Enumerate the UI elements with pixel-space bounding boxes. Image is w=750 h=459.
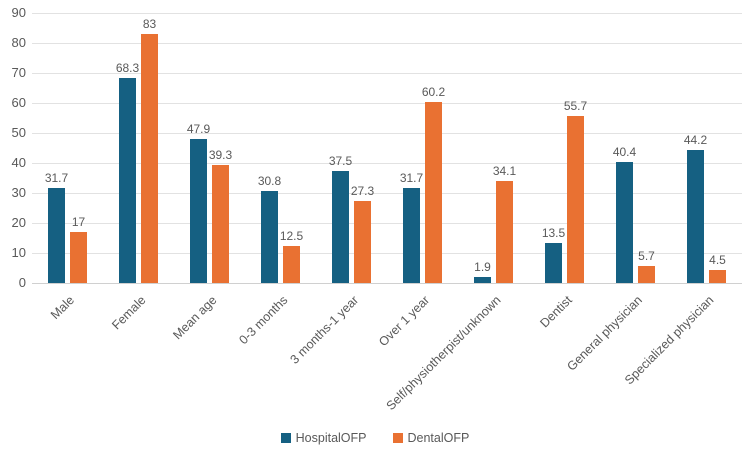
x-axis-label-over-1-year: Over 1 year — [376, 293, 433, 350]
plot-area: 0 10 20 30 40 50 60 70 80 90 31.7 17 Male 68.3 83 Femal… — [12, 6, 742, 413]
data-label-dentalofp-general-physician: 5.7 — [638, 248, 655, 263]
bar-hospitalofp-3-months-1-year: 37.5 — [329, 154, 352, 283]
legend: HospitalOFP DentalOFP — [0, 431, 750, 445]
bar-group-dentist: 13.5 55.7 — [529, 13, 600, 283]
legend-label-hospitalofp: HospitalOFP — [295, 431, 367, 445]
bar-group-self-physiotherpist-unknown: 1.9 34.1 — [458, 13, 529, 283]
data-label-hospitalofp-self-physiotherpist-unknown: 1.9 — [474, 260, 491, 275]
x-axis-label-self-physiotherpist-unknown: Self/physiotherpist/unknown — [383, 293, 504, 413]
data-label-dentalofp-dentist: 55.7 — [563, 98, 588, 113]
bar-hospitalofp-dentist: 13.5 — [542, 226, 565, 283]
bar-group-3-months-1-year: 37.5 27.3 — [316, 13, 387, 283]
bar-group-specialized-physician: 44.2 4.5 — [671, 13, 742, 283]
y-axis-tick-70: 70 — [11, 65, 26, 80]
gridline-y-80 — [32, 42, 742, 44]
gridline-y-60 — [32, 102, 742, 104]
bar-hospitalofp-self-physiotherpist-unknown: 1.9 — [474, 260, 491, 283]
y-axis-tick-0: 0 — [18, 275, 26, 290]
data-label-dentalofp-specialized-physician: 4.5 — [709, 252, 726, 267]
x-axis-label-female: Female — [109, 293, 149, 333]
legend-swatch-dentalofp — [392, 433, 403, 443]
gridline-y-0 — [32, 282, 742, 284]
bar-group-male: 31.7 17 — [32, 13, 103, 283]
gridline-y-20 — [32, 222, 742, 224]
bar-group-general-physician: 40.4 5.7 — [600, 13, 671, 283]
legend-swatch-hospitalofp — [280, 433, 291, 443]
data-label-dentalofp-female: 83 — [142, 17, 157, 31]
data-label-dentalofp-3-months-1-year: 27.3 — [350, 184, 375, 199]
bar-dentalofp-over-1-year: 60.2 — [422, 85, 445, 283]
y-axis-tick-10: 10 — [11, 245, 26, 260]
y-axis-tick-40: 40 — [11, 155, 26, 170]
y-axis-tick-90: 90 — [11, 5, 26, 20]
bar-hospitalofp-mean-age: 47.9 — [187, 122, 210, 283]
gridline-y-40 — [32, 162, 742, 164]
data-label-dentalofp-male: 17 — [71, 215, 86, 229]
bar-dentalofp-0-3-months: 12.5 — [280, 229, 303, 283]
x-axis-label-male: Male — [48, 293, 78, 323]
y-axis-tick-50: 50 — [11, 125, 26, 140]
legend-label-dentalofp: DentalOFP — [407, 431, 470, 445]
legend-item-hospitalofp: HospitalOFP — [280, 431, 367, 445]
bar-hospitalofp-general-physician: 40.4 — [613, 145, 636, 283]
data-label-dentalofp-self-physiotherpist-unknown: 34.1 — [492, 163, 517, 178]
data-label-dentalofp-over-1-year: 60.2 — [421, 85, 446, 100]
bar-hospitalofp-over-1-year: 31.7 — [400, 171, 423, 283]
bar-dentalofp-specialized-physician: 4.5 — [709, 253, 726, 283]
bar-dentalofp-3-months-1-year: 27.3 — [351, 184, 374, 283]
gridline-y-50 — [32, 132, 742, 134]
x-axis-label-0-3-months: 0-3 months — [236, 293, 291, 348]
bar-dentalofp-mean-age: 39.3 — [209, 148, 232, 283]
bar-dentalofp-dentist: 55.7 — [564, 99, 587, 283]
data-label-hospitalofp-male: 31.7 — [44, 170, 69, 185]
gridline-y-30 — [32, 192, 742, 194]
bar-hospitalofp-male: 31.7 — [45, 171, 68, 283]
data-label-hospitalofp-3-months-1-year: 37.5 — [328, 153, 353, 168]
x-axis-label-3-months-1-year: 3 months-1 year — [287, 293, 362, 367]
gridline-y-10 — [32, 252, 742, 254]
y-axis-tick-20: 20 — [11, 215, 26, 230]
x-axis-label-general-physician: General physician — [564, 293, 646, 374]
bar-group-female: 68.3 83 — [103, 13, 174, 283]
gridline-y-90 — [32, 12, 742, 14]
bar-group-mean-age: 47.9 39.3 — [174, 13, 245, 283]
data-label-hospitalofp-female: 68.3 — [115, 61, 140, 76]
bar-group-0-3-months: 30.8 12.5 — [245, 13, 316, 283]
data-label-dentalofp-mean-age: 39.3 — [208, 148, 233, 163]
data-label-hospitalofp-0-3-months: 30.8 — [257, 173, 282, 188]
gridline-y-70 — [32, 72, 742, 74]
bar-dentalofp-self-physiotherpist-unknown: 34.1 — [493, 164, 516, 283]
data-label-dentalofp-0-3-months: 12.5 — [279, 228, 304, 243]
bar-hospitalofp-specialized-physician: 44.2 — [684, 133, 707, 283]
y-axis-tick-60: 60 — [11, 95, 26, 110]
bar-hospitalofp-female: 68.3 — [116, 61, 139, 283]
bar-dentalofp-general-physician: 5.7 — [638, 249, 655, 283]
bar-dentalofp-male: 17 — [70, 215, 87, 283]
y-axis-tick-80: 80 — [11, 35, 26, 50]
bar-hospitalofp-0-3-months: 30.8 — [258, 174, 281, 283]
x-axis-label-dentist: Dentist — [536, 293, 575, 331]
data-label-hospitalofp-general-physician: 40.4 — [612, 144, 637, 159]
y-axis-tick-30: 30 — [11, 185, 26, 200]
data-label-hospitalofp-over-1-year: 31.7 — [399, 170, 424, 185]
data-label-hospitalofp-mean-age: 47.9 — [186, 122, 211, 137]
bar-group-over-1-year: 31.7 60.2 — [387, 13, 458, 283]
data-label-hospitalofp-specialized-physician: 44.2 — [683, 133, 708, 148]
x-axis-label-mean-age: Mean age — [170, 293, 220, 343]
bar-dentalofp-female: 83 — [141, 17, 158, 283]
data-label-hospitalofp-dentist: 13.5 — [541, 225, 566, 240]
legend-item-dentalofp: DentalOFP — [392, 431, 470, 445]
